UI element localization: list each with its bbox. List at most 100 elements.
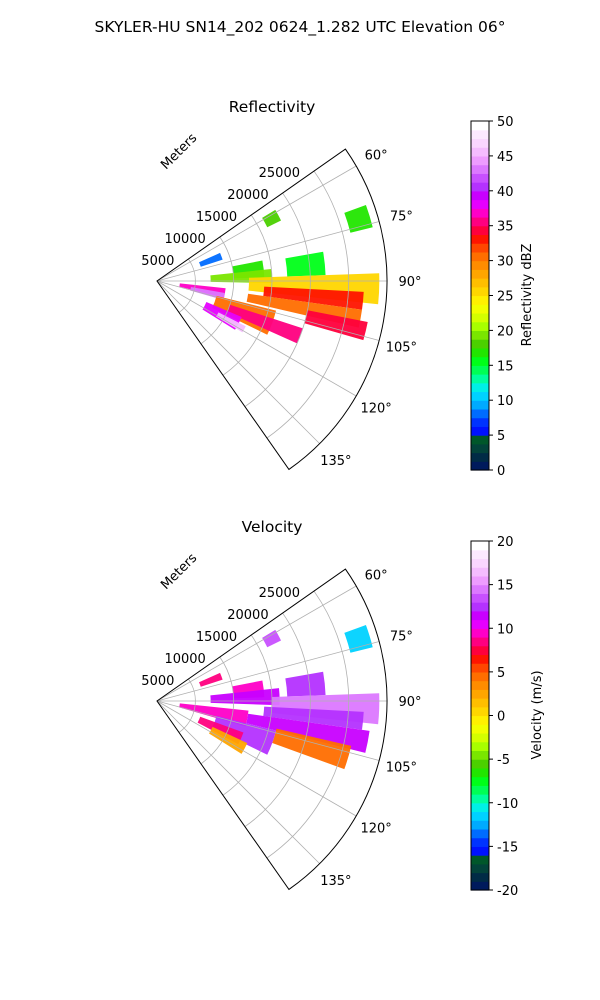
reflectivity-echo-region xyxy=(262,209,282,228)
figure-title: SKYLER-HU SN14_202 0624_1.282 UTC Elevat… xyxy=(95,18,506,37)
velocity-range-ring xyxy=(266,590,349,859)
velocity-colorbar-segment xyxy=(471,741,489,751)
reflectivity-colorbar-segment xyxy=(471,225,489,236)
reflectivity-sector-outline xyxy=(156,148,388,471)
velocity-colorbar-segment xyxy=(471,593,489,603)
velocity-azimuth-tick-label: 120° xyxy=(360,822,391,837)
velocity-colorbar-tick-label: -10 xyxy=(497,797,518,812)
reflectivity-azimuth-spoke xyxy=(156,280,320,444)
reflectivity-colorbar-segment xyxy=(471,443,489,454)
velocity-colorbar-segment xyxy=(471,811,489,821)
reflectivity-echo-region xyxy=(216,312,246,333)
reflectivity-echo-region xyxy=(227,304,303,344)
reflectivity-colorbar-segment xyxy=(471,312,489,323)
reflectivity-colorbar-segment xyxy=(471,374,489,384)
velocity-colorbar-segment xyxy=(471,584,489,594)
velocity-sector-frame xyxy=(156,568,388,891)
velocity-azimuth-spoke xyxy=(156,700,357,817)
reflectivity-range-ring xyxy=(244,192,311,407)
velocity-colorbar-segment xyxy=(471,602,489,612)
velocity-colorbar-segment xyxy=(471,872,489,882)
velocity-azimuth-labels: 60° 75° 90° 105° 120° 135° xyxy=(320,569,421,889)
reflectivity-azimuth-spoke xyxy=(156,221,380,282)
reflectivity-colorbar-tick-label: 45 xyxy=(497,150,514,165)
velocity-colorbar-label: Velocity (m/s) xyxy=(530,670,545,759)
velocity-azimuth-tick-label: 60° xyxy=(365,569,388,584)
velocity-azimuth-tick-label: 75° xyxy=(390,630,413,645)
velocity-colorbar-segment xyxy=(471,724,489,734)
reflectivity-colorbar-segment xyxy=(471,452,489,462)
reflectivity-colorbar-segment xyxy=(471,356,489,366)
reflectivity-colorbar-segment xyxy=(471,365,489,375)
velocity-azimuth-spoke xyxy=(156,641,380,702)
reflectivity-colorbar-tick-label: 0 xyxy=(497,464,505,479)
velocity-colorbar-segment xyxy=(471,654,489,664)
velocity-colorbar-tick-label: 0 xyxy=(497,710,505,725)
velocity-range-tick-label: 25000 xyxy=(259,586,300,601)
reflectivity-range-tick-label: 15000 xyxy=(196,210,237,225)
reflectivity-range-tick-label: 20000 xyxy=(227,188,268,203)
reflectivity-azimuth-tick-label: 105° xyxy=(386,340,417,355)
reflectivity-colorbar-tick-label: 30 xyxy=(497,255,514,270)
reflectivity-azimuth-tick-label: 75° xyxy=(390,210,413,225)
reflectivity-colorbar-segment xyxy=(471,339,489,349)
velocity-colorbar-segment xyxy=(471,767,489,778)
velocity-range-axis-label: Meters xyxy=(158,551,200,593)
reflectivity-colorbar-tick-label: 10 xyxy=(497,394,514,409)
velocity-colorbar-segment xyxy=(471,846,489,856)
reflectivity-echo-region xyxy=(304,310,368,341)
reflectivity-colorbar-segment xyxy=(471,347,489,358)
reflectivity-colorbar-segment xyxy=(471,260,489,270)
reflectivity-colorbar-tick-label: 25 xyxy=(497,290,514,305)
reflectivity-colorbar-segment xyxy=(471,435,489,445)
reflectivity-range-labels: 5000 10000 15000 20000 25000 xyxy=(141,166,300,269)
velocity-title: Velocity xyxy=(242,518,303,536)
velocity-colorbar-tick-label: 5 xyxy=(497,666,505,681)
reflectivity-azimuth-spoke xyxy=(156,165,357,282)
reflectivity-range-ring xyxy=(266,170,349,439)
velocity-colorbar-segment xyxy=(471,628,489,638)
reflectivity-azimuth-tick-label: 60° xyxy=(365,149,388,164)
reflectivity-colorbar-tick-label: 5 xyxy=(497,429,505,444)
velocity-colorbar-segment xyxy=(471,549,489,560)
reflectivity-colorbar-segment xyxy=(471,408,489,419)
velocity-azimuth-spoke xyxy=(156,585,357,702)
reflectivity-azimuth-tick-label: 135° xyxy=(320,454,351,469)
reflectivity-azimuth-tick-label: 120° xyxy=(360,402,391,417)
velocity-colorbar-segment xyxy=(471,855,489,865)
velocity-colorbar-segment xyxy=(471,881,489,891)
reflectivity-colorbar-segment xyxy=(471,278,489,288)
velocity-colorbar-segment xyxy=(471,671,489,682)
reflectivity-colorbar-segment xyxy=(471,330,489,340)
velocity-colorbar-segment xyxy=(471,715,489,725)
velocity-colorbar-segment xyxy=(471,802,489,813)
reflectivity-range-tick-label: 10000 xyxy=(164,232,205,247)
velocity-azimuth-tick-label: 105° xyxy=(386,760,417,775)
velocity-echo-region xyxy=(272,728,352,770)
velocity-colorbar-segment xyxy=(471,785,489,795)
velocity-colorbar-tick-label: -15 xyxy=(497,840,518,855)
reflectivity-colorbar-segment xyxy=(471,164,489,174)
reflectivity-range-axis-label: Meters xyxy=(158,131,200,173)
velocity-colorbar-segment xyxy=(471,698,489,708)
velocity-colorbar-tick-label: -5 xyxy=(497,753,510,768)
reflectivity-grid xyxy=(156,165,387,444)
velocity-colorbar-segment xyxy=(471,863,489,874)
velocity-colorbar: -20 -15 -10 -5 0 5 10 15 20 xyxy=(470,535,518,899)
reflectivity-colorbar-label: Reflectivity dBZ xyxy=(520,244,535,347)
velocity-range-tick-label: 10000 xyxy=(164,652,205,667)
reflectivity-colorbar-segment xyxy=(471,417,489,427)
velocity-colorbar-segment xyxy=(471,776,489,786)
velocity-azimuth-tick-label: 90° xyxy=(398,695,421,710)
velocity-azimuth-spoke xyxy=(156,700,380,761)
reflectivity-colorbar-segment xyxy=(471,121,489,131)
reflectivity-colorbar-segment xyxy=(471,251,489,262)
reflectivity-colorbar-segment xyxy=(471,426,489,436)
velocity-colorbar-segment xyxy=(471,558,489,568)
velocity-panel: Velocity 5000 10000 15000 20000 25000 60° 75°… xyxy=(141,518,545,899)
reflectivity-colorbar-segment xyxy=(471,173,489,183)
velocity-colorbar-segment xyxy=(471,689,489,699)
velocity-colorbar-segment xyxy=(471,706,489,717)
velocity-range-labels: 5000 10000 15000 20000 25000 xyxy=(141,586,300,689)
velocity-colorbar-tick-label: 15 xyxy=(497,579,514,594)
